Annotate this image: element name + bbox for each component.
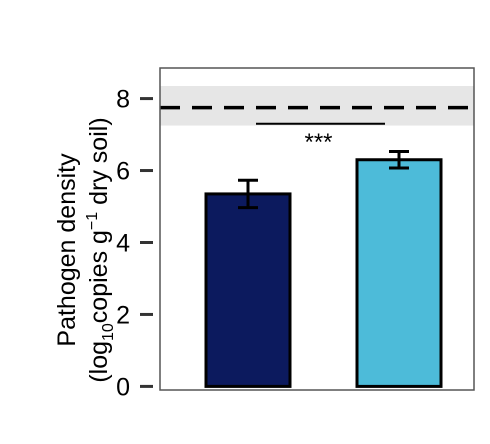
bar [204, 192, 292, 388]
y-axis-label-line2: (log10copies g−1 dry soil) [84, 117, 117, 382]
y-tick-label: 4 [116, 229, 130, 257]
y-axis-label-subscript: 10 [100, 323, 117, 341]
y-axis-label-superscript: −1 [84, 212, 101, 230]
y-tick-label: 0 [116, 373, 130, 401]
y-axis-label: Pathogen density (log10copies g−1 dry so… [53, 117, 117, 382]
plot-frame [159, 67, 475, 391]
y-tick-label: 2 [116, 301, 130, 329]
y-tick-label: 8 [116, 86, 130, 114]
reference-band [160, 85, 474, 126]
bar [355, 158, 443, 388]
y-tick-label: 6 [116, 158, 130, 186]
y-axis-label-line1: Pathogen density [53, 153, 81, 347]
y-axis-label-prefix: (log [85, 341, 113, 383]
y-axis-label-mid: copies g [85, 230, 113, 323]
significance-label: *** [304, 129, 332, 156]
plot-area: 0 2 4 6 8 *** [116, 67, 475, 401]
y-axis-label-suffix: dry soil) [85, 117, 113, 211]
